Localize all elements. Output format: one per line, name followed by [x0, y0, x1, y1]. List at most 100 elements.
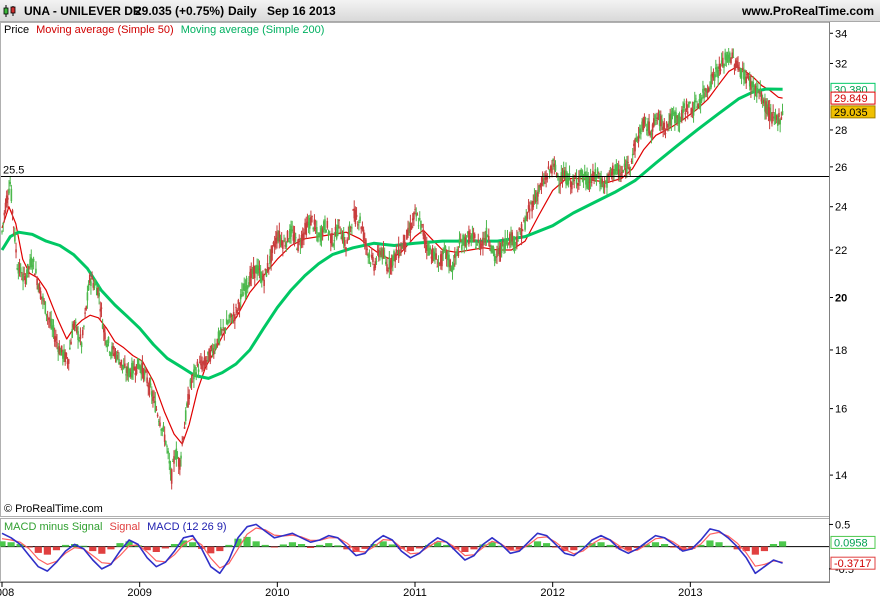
candle-body — [454, 253, 456, 258]
candle-body — [12, 226, 15, 228]
candle-body — [396, 253, 399, 255]
macd-histogram-bar — [361, 546, 369, 549]
candle-body — [129, 372, 132, 377]
macd-histogram-bar — [52, 546, 61, 551]
candle-body — [422, 229, 425, 236]
macd-badge-label: 0.0958 — [834, 537, 868, 549]
candle-body — [641, 121, 643, 126]
candle-body — [767, 106, 770, 115]
candle-body — [168, 460, 171, 464]
candle-body — [566, 173, 568, 185]
candle-body — [297, 239, 299, 251]
candle-body — [761, 100, 764, 104]
candle-body — [688, 101, 690, 108]
y-tick-label: 20 — [835, 292, 847, 304]
candle-body — [750, 81, 752, 90]
candle-body — [267, 267, 270, 269]
candle-body — [386, 264, 388, 272]
candle-body — [84, 312, 86, 314]
macd-histogram-bar — [769, 544, 778, 547]
candle-body — [124, 363, 126, 366]
candle-body — [690, 108, 693, 115]
candle-body — [388, 257, 391, 270]
candle-body — [242, 292, 244, 297]
candle-body — [275, 237, 277, 244]
candle-body — [163, 434, 166, 442]
candle-body — [132, 362, 134, 374]
macd-histogram-bar — [733, 546, 741, 550]
candle-body — [156, 414, 159, 417]
candle-body — [751, 82, 753, 88]
macd-histogram-bar — [234, 538, 242, 547]
candle-body — [280, 239, 283, 246]
candle-body — [525, 216, 528, 221]
candle-body — [340, 236, 343, 240]
candle-body — [511, 232, 513, 242]
candle-body — [251, 269, 254, 274]
macd-histogram-bar — [542, 543, 551, 547]
macd-histogram-bar — [715, 542, 723, 547]
candle-body — [49, 319, 51, 323]
candle-body — [373, 266, 375, 271]
x-tick-label: 2010 — [265, 587, 289, 599]
candle-body — [524, 220, 526, 230]
candle-body — [31, 264, 34, 267]
x-tick-label: 2013 — [678, 587, 702, 599]
candle-body — [289, 228, 291, 239]
candle-body — [500, 241, 503, 254]
candle-body — [74, 321, 77, 323]
candle-body — [777, 115, 779, 126]
candle-body — [97, 287, 99, 296]
candle-body — [650, 133, 653, 136]
candle-body — [732, 57, 735, 58]
macd-badge — [830, 535, 876, 549]
candle-body — [25, 275, 28, 279]
price-badge — [830, 91, 876, 105]
candle-body — [322, 221, 325, 231]
candle-body — [538, 185, 540, 192]
candle-body — [71, 328, 74, 338]
candle-body — [473, 234, 476, 238]
candle-body — [35, 268, 37, 274]
candle-body — [472, 233, 475, 235]
price-panel — [0, 22, 830, 517]
candle-body — [571, 182, 573, 190]
candle-body — [452, 263, 455, 270]
candle-body — [237, 300, 240, 305]
candle-body — [390, 259, 393, 268]
candle-body — [372, 256, 374, 262]
candle-body — [138, 363, 140, 369]
candle-body — [310, 216, 312, 226]
copyright-label: © ProRealTime.com — [4, 503, 103, 515]
candle-body — [445, 250, 448, 259]
candle-body — [410, 226, 413, 230]
candle-body — [152, 396, 154, 401]
macd-histogram-bar — [25, 546, 33, 548]
candle-body — [29, 259, 31, 266]
candle-body — [662, 126, 664, 131]
candle-body — [17, 268, 20, 274]
candle-body — [224, 328, 227, 331]
candle-body — [290, 225, 292, 237]
candle-body — [141, 363, 144, 373]
candle-body — [270, 249, 272, 263]
candle-body — [651, 124, 654, 132]
candle-body — [397, 243, 400, 259]
macd-histogram-bar — [143, 546, 151, 551]
price-change: 29.035 (+0.75%) — [135, 4, 225, 18]
x-tick-label: 2012 — [540, 587, 564, 599]
candle-body — [520, 224, 523, 239]
candle-body — [326, 220, 329, 228]
candle-body — [338, 219, 340, 222]
candle-body — [108, 352, 111, 354]
candle-body — [81, 329, 84, 336]
candle-body — [361, 226, 364, 230]
candle-body — [443, 248, 446, 250]
macd-histogram-bar — [207, 546, 215, 554]
candle-body — [530, 202, 532, 204]
macd-histogram-bar — [651, 542, 660, 547]
candle-body — [451, 265, 454, 272]
candle-body — [370, 254, 373, 258]
candle-body — [304, 222, 306, 228]
